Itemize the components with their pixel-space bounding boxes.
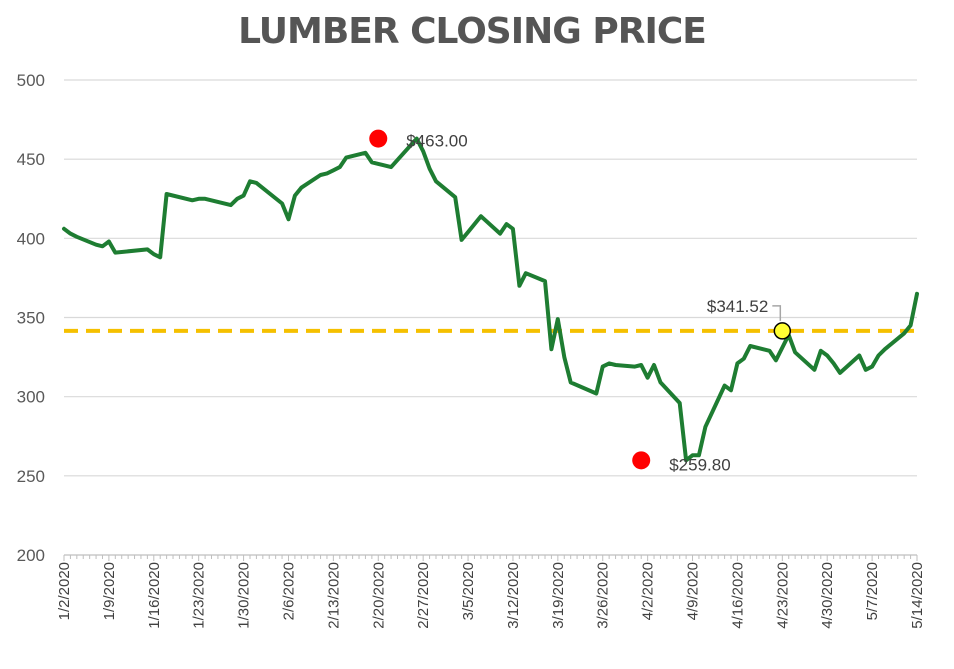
x-tick-label: 3/5/2020 [460, 562, 477, 620]
average-callout-line [772, 305, 782, 321]
x-tick-label: 3/12/2020 [505, 562, 522, 629]
annotations-group: $463.00 $259.80 $341.52 [369, 129, 792, 474]
x-tick-label: 4/30/2020 [819, 562, 836, 629]
x-tick-label: 2/6/2020 [280, 562, 297, 620]
y-axis-ticks: 200 250 300 350 400 450 500 [17, 71, 45, 565]
x-tick-label: 1/30/2020 [236, 562, 253, 629]
y-tick-label: 350 [17, 309, 45, 328]
x-tick-label: 4/9/2020 [685, 562, 702, 620]
y-tick-label: 450 [17, 150, 45, 169]
x-tick-label: 4/23/2020 [774, 562, 791, 629]
x-tick-label: 3/26/2020 [595, 562, 612, 629]
y-tick-label: 200 [17, 546, 45, 565]
x-tick-label: 1/2/2020 [56, 562, 73, 620]
high-label: $463.00 [406, 132, 467, 151]
low-marker [632, 451, 651, 470]
x-tick-label: 2/13/2020 [325, 562, 342, 629]
y-tick-label: 500 [17, 71, 45, 90]
x-tick-label: 5/14/2020 [909, 562, 926, 629]
price-line [62, 136, 919, 463]
y-tick-label: 400 [17, 229, 45, 248]
low-label: $259.80 [669, 455, 730, 474]
gridlines [64, 79, 917, 477]
x-tick-label: 4/2/2020 [640, 562, 657, 620]
chart-title: LUMBER CLOSING PRICE [238, 11, 706, 52]
x-tick-label: 1/9/2020 [101, 562, 118, 620]
x-axis: 1/2/2020 1/9/2020 1/16/2020 1/23/2020 1/30/2… [56, 554, 926, 629]
y-tick-label: 300 [17, 388, 45, 407]
x-tick-label: 4/16/2020 [729, 562, 746, 629]
x-tick-label: 3/19/2020 [550, 562, 567, 629]
y-tick-label: 250 [17, 467, 45, 486]
average-marker [773, 322, 792, 340]
series-group [62, 136, 919, 463]
average-label: $341.52 [707, 297, 768, 316]
x-tick-label: 2/20/2020 [370, 562, 387, 629]
x-tick-label: 5/7/2020 [864, 562, 881, 620]
x-tick-label: 2/27/2020 [415, 562, 432, 629]
x-tick-label: 1/16/2020 [146, 562, 163, 629]
high-marker [369, 129, 388, 148]
x-tick-label: 1/23/2020 [191, 562, 208, 629]
